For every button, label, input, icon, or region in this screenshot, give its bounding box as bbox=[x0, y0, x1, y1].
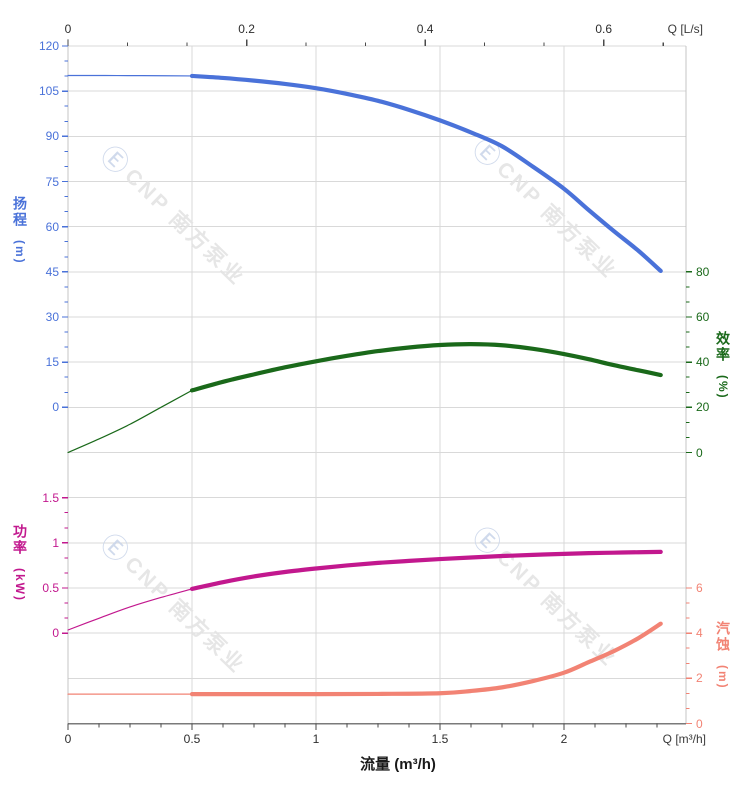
efficiency-axis-title-text: 效率 bbox=[715, 331, 731, 363]
head-axis-title-text: 扬程 bbox=[12, 196, 28, 228]
head-axis-unit: (m) bbox=[13, 239, 27, 265]
head-curve bbox=[189, 73, 663, 274]
efficiency-axis-unit: (%) bbox=[716, 374, 730, 400]
npsh-curve bbox=[189, 621, 663, 697]
efficiency-curve-extrapolated bbox=[67, 389, 193, 454]
flow-axis-title: 流量 (m³/h) bbox=[360, 756, 436, 773]
power-curve bbox=[189, 549, 663, 591]
head-axis-title: 扬程 (m) bbox=[12, 196, 28, 265]
bottom-axis-unit-label: Q [m³/h] bbox=[662, 732, 706, 746]
power-axis-title-text: 功率 bbox=[12, 524, 28, 556]
power-axis-title: 功率 (kW) bbox=[12, 524, 28, 602]
top-axis-unit-label: Q [L/s] bbox=[667, 22, 703, 36]
efficiency-curve bbox=[189, 341, 663, 393]
power-axis-unit: (kW) bbox=[13, 567, 27, 602]
npsh-axis-title-text: 汽蚀 bbox=[715, 621, 731, 653]
efficiency-axis-title: 效率 (%) bbox=[715, 331, 731, 400]
npsh-axis-unit: (m) bbox=[716, 664, 730, 690]
npsh-axis-title: 汽蚀 (m) bbox=[715, 621, 731, 690]
power-curve-extrapolated bbox=[67, 588, 193, 631]
